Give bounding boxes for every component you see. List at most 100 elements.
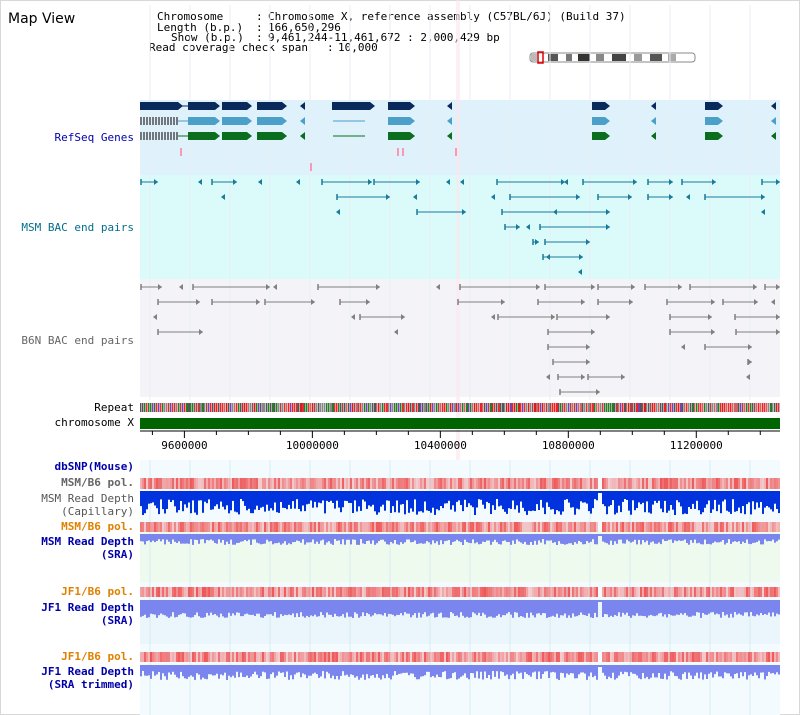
gene-exon[interactable] [188,132,215,140]
gene-exon[interactable] [188,102,215,110]
polymorphism-tracks [140,478,780,662]
polymorphism-bin [384,522,386,532]
dbsnp-label[interactable]: dbSNP(Mouse) [55,460,134,473]
gene-exon[interactable] [257,132,282,140]
gene-exon[interactable] [592,102,605,110]
chromosome-ideogram[interactable] [529,51,696,64]
read-depth-bin [472,534,474,540]
read-depth-bin [362,534,364,544]
repeat-element [314,403,316,412]
b6n-bac-label[interactable]: B6N BAC end pairs [21,334,134,347]
read-depth-bin [544,534,546,545]
repeat-element [564,403,566,412]
read-depth-bin [378,600,380,615]
polymorphism-bin [726,522,728,532]
gene-exon[interactable] [388,102,410,110]
polymorphism-bin [332,587,334,597]
read-depth-bin [390,491,392,513]
refseq-genes-track[interactable] [140,102,776,171]
read-depth-bin [170,665,172,675]
repeat-element [360,403,362,412]
read-depth-bin [264,665,266,673]
polymorphism-bin [140,522,142,532]
polymorphism-bin [318,652,320,662]
repeat-element [278,403,280,412]
gene-exon[interactable] [222,117,247,125]
repeat-element [288,403,290,412]
read-depth-bin [166,600,168,617]
read-depth-bin [600,534,602,536]
read-depth-bin [286,665,288,672]
gene-exon[interactable] [705,132,718,140]
gene-exon[interactable] [705,102,718,110]
gene-strand-arrow [247,132,252,140]
read-depth-bin [420,665,422,677]
read-depth-bin [364,665,366,680]
repeat-element [716,403,719,412]
gene-exon[interactable] [257,102,282,110]
polymorphism-bin [540,587,542,597]
polymorphism-bin [424,478,426,489]
repeat-element [668,403,670,412]
gene-exon[interactable] [388,132,410,140]
polymorphism-bin [206,587,208,597]
b6n-bac-track[interactable] [140,284,780,395]
read-depth-bin [586,600,588,616]
read-depth-bin [336,600,338,617]
read-depth-bin [374,534,376,545]
read-depth-bin [310,491,312,501]
polymorphism-bin [152,587,154,597]
repeat-element [468,403,470,412]
jf1-depth-trim-label[interactable]: JF1 Read Depth [41,665,134,678]
gene-exon[interactable] [222,132,247,140]
read-depth-bin [540,534,542,543]
gene-exon[interactable] [188,117,215,125]
jf1-depth-sra-label[interactable]: JF1 Read Depth [41,601,134,614]
refseq-label[interactable]: RefSeq Genes [55,131,134,144]
polymorphism-bin [576,522,578,532]
msm-depth-sra-label[interactable]: MSM Read Depth [41,535,134,548]
gene-exon[interactable] [222,102,247,110]
gene-exon[interactable] [257,117,282,125]
polymorphism-bin [470,478,472,489]
msm-bac-track[interactable] [140,179,780,275]
read-depth-bin [482,665,484,680]
jf1-depth-trim-sublabel: (SRA trimmed) [48,678,134,691]
polymorphism-bin [504,587,506,597]
read-depth-bin [474,600,476,614]
polymorphism-bin [324,478,326,489]
polymorphism-bin [498,478,500,489]
read-depth-bin [644,600,646,617]
polymorphism-bin [716,587,718,597]
polymorphism-bin [206,652,208,662]
polymorphism-bin [672,587,674,597]
polymorphism-bin [648,652,650,662]
gene-exon[interactable] [592,132,605,140]
read-depth-bin [464,665,466,674]
read-depth-bin [542,491,544,508]
polymorphism-bin [314,478,316,489]
polymorphism-bin [244,587,246,597]
polymorphism-bin [674,652,676,662]
repeat-element [258,403,260,412]
polymorphism-bin [312,652,314,662]
repeat-element [260,403,262,412]
read-depth-bin [162,665,164,674]
read-depth-bin [150,665,152,679]
polymorphism-bin [610,522,612,532]
polymorphism-bin [714,478,716,489]
gene-exon[interactable] [705,117,718,125]
read-depth-bin [698,600,700,613]
read-depth-bin [188,665,190,677]
msm-bac-label[interactable]: MSM BAC end pairs [21,221,134,234]
gene-exon[interactable] [140,102,178,110]
gene-exon[interactable] [592,117,605,125]
read-depth-bin [704,600,706,615]
polymorphism-bin [760,652,762,662]
read-depth-bin [180,600,182,615]
gene-strand-arrow [215,102,220,110]
gene-exon[interactable] [388,117,410,125]
polymorphism-bin [738,478,740,489]
read-depth-bin [650,665,652,678]
polymorphism-bin [378,522,380,532]
